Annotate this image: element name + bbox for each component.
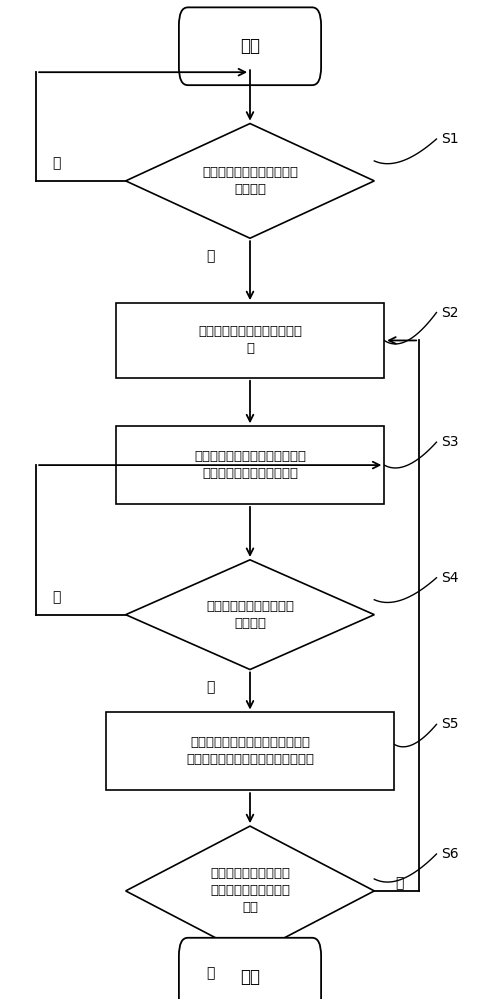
Text: 空调是否满足开启下一
次获取应力值数据的条
件？: 空调是否满足开启下一 次获取应力值数据的条 件？ [210, 867, 290, 914]
Text: 是: 是 [395, 876, 404, 890]
Text: 否: 否 [206, 967, 214, 981]
FancyBboxPatch shape [179, 938, 321, 1000]
Text: 是: 是 [206, 680, 214, 694]
Text: 结束: 结束 [240, 968, 260, 986]
FancyBboxPatch shape [179, 7, 321, 85]
Polygon shape [126, 124, 374, 238]
FancyBboxPatch shape [106, 712, 394, 790]
Text: 否: 否 [52, 156, 60, 170]
Text: 开始: 开始 [240, 37, 260, 55]
Text: 获取测试装置所发送的应力值的数
据，并且记录所获取的应力值的数据: 获取测试装置所发送的应力值的数 据，并且记录所获取的应力值的数据 [186, 736, 314, 766]
FancyBboxPatch shape [116, 426, 384, 504]
Text: S3: S3 [442, 435, 459, 449]
Text: S4: S4 [442, 571, 459, 585]
FancyBboxPatch shape [116, 303, 384, 378]
Text: S6: S6 [442, 847, 459, 861]
Text: S1: S1 [442, 132, 459, 146]
Text: S2: S2 [442, 306, 459, 320]
Text: 空调是否满足获取应力值
的条件？: 空调是否满足获取应力值 的条件？ [206, 600, 294, 630]
Polygon shape [126, 826, 374, 956]
Polygon shape [126, 560, 374, 670]
Text: 是: 是 [206, 249, 214, 263]
Text: 获取外控制器所发送的空调的压
缩机的实际运行频率的数据: 获取外控制器所发送的空调的压 缩机的实际运行频率的数据 [194, 450, 306, 480]
Text: S5: S5 [442, 717, 459, 731]
Text: 否: 否 [52, 590, 60, 604]
Text: 向空调的外控制器发送设定频
率: 向空调的外控制器发送设定频 率 [198, 325, 302, 355]
Text: 空调的主控制器是否处于工
作状态？: 空调的主控制器是否处于工 作状态？ [202, 166, 298, 196]
